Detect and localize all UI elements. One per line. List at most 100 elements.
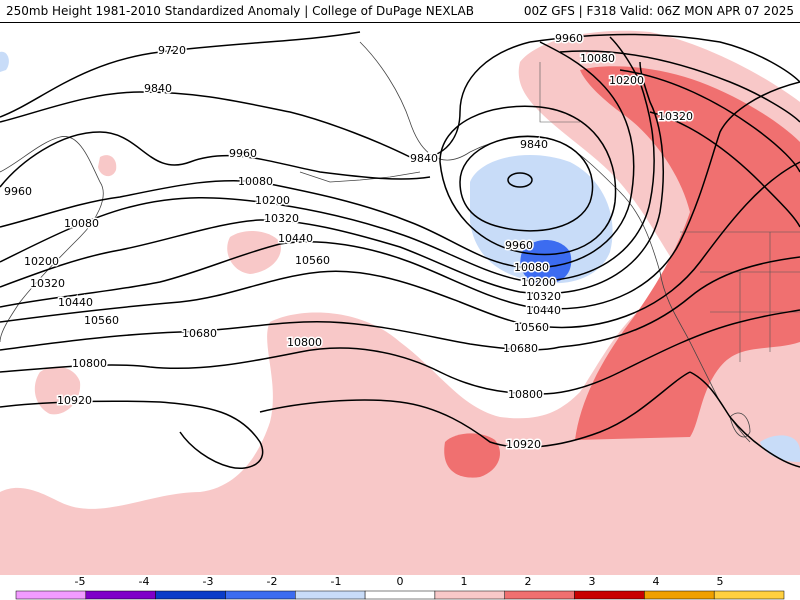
contour-label: 10080 — [238, 175, 273, 188]
pink-blob-west-3 — [98, 155, 117, 177]
colorbar-tick-label: -3 — [203, 575, 214, 588]
run-valid-time: 00Z GFS | F318 Valid: 06Z MON APR 07 202… — [523, 4, 794, 18]
baja-coastline — [729, 412, 751, 438]
contour-label: 10920 — [57, 394, 92, 407]
contour-10800-west — [0, 347, 621, 395]
contour-label: 9960 — [229, 147, 257, 160]
contour-label: 9840 — [520, 138, 548, 151]
contour-10920-east — [259, 371, 691, 448]
canada-border — [539, 62, 580, 123]
colorbar-segment — [504, 590, 575, 600]
contour-10080-east — [519, 41, 635, 269]
contour-label: 10080 — [64, 217, 99, 230]
contour-label: 10200 — [521, 276, 556, 289]
colorbar-segment — [225, 590, 296, 600]
contour-9960-ne — [529, 33, 800, 83]
positive-anomaly-region-south — [0, 269, 800, 575]
strong-negative-anomaly — [520, 240, 572, 284]
anomaly-shading — [0, 30, 800, 575]
blue-blob-east — [760, 435, 800, 462]
colorbar-tick-label: -2 — [267, 575, 278, 588]
alaska-coastline — [359, 41, 661, 273]
colorbar-segment — [434, 590, 505, 600]
contour-label: 10200 — [609, 74, 644, 87]
contour-label: 10200 — [255, 194, 290, 207]
pink-blob-west-1 — [227, 230, 281, 274]
colorbar-segment — [295, 590, 366, 600]
colorbar-tick-label: -1 — [331, 575, 342, 588]
contour-label: 10440 — [278, 232, 313, 245]
colorbar-tick-label: 4 — [653, 575, 660, 588]
contour-label: 9960 — [4, 185, 32, 198]
contour-10080-west — [0, 179, 521, 268]
contour-label: 10200 — [24, 255, 59, 268]
contour-10080-ne — [559, 50, 800, 123]
contour-label: 10680 — [182, 327, 217, 340]
contour-10320-ne — [649, 111, 800, 228]
contour-10680-east — [559, 256, 800, 348]
contour-9960-west — [0, 131, 431, 188]
contour-10560-east — [529, 161, 800, 329]
contour-label: 10080 — [580, 52, 615, 65]
contour-label: 9840 — [144, 82, 172, 95]
colorbar-tick-label: 0 — [397, 575, 404, 588]
contour-9960-low — [439, 105, 617, 256]
colorbar-tick-label: 5 — [717, 575, 724, 588]
contour-label: 10440 — [526, 304, 561, 317]
pink-blob-west-2 — [34, 366, 81, 415]
contour-label: 10320 — [30, 277, 65, 290]
contour-label: 10560 — [295, 254, 330, 267]
colorbar-segment — [644, 590, 715, 600]
contour-label: 10560 — [84, 314, 119, 327]
contour-10920-east2 — [689, 371, 800, 468]
contour-label: 9720 — [158, 44, 186, 57]
contour-10320-west — [0, 219, 521, 293]
contour-10680-west — [0, 320, 561, 351]
contour-label: 10320 — [658, 110, 693, 123]
colorbar-tick-label: 1 — [461, 575, 468, 588]
height-contours — [0, 31, 800, 469]
asia-coastline — [0, 136, 104, 343]
hawaii-positive-anomaly — [444, 433, 500, 478]
contour-label: 10800 — [287, 336, 322, 349]
title-bar: 250mb Height 1981-2010 Standardized Anom… — [0, 0, 800, 23]
colorbar-tick-label: -5 — [75, 575, 86, 588]
contour-10320-east — [519, 61, 665, 295]
colorbar-segment — [574, 590, 645, 600]
blue-blob-west — [0, 51, 9, 72]
colorbar-segment — [15, 590, 87, 600]
contour-10920-west — [0, 400, 264, 469]
colorbar-tick-label: -4 — [139, 575, 150, 588]
contour-10440-east — [529, 81, 800, 310]
contour-label: 9840 — [410, 152, 438, 165]
contour-label: 10560 — [514, 321, 549, 334]
contour-10200-west — [0, 197, 521, 281]
contour-label: 10800 — [508, 388, 543, 401]
height-anomaly-map: 9720 9840 9960 9960 10080 10080 10200 10… — [0, 30, 800, 575]
contour-10560-west — [0, 270, 531, 326]
contour-10800-east — [619, 309, 800, 373]
contour-labels: 9720 9840 9960 9960 10080 10080 10200 10… — [3, 31, 695, 453]
contour-label: 10440 — [58, 296, 93, 309]
strong-positive-anomaly-band — [575, 66, 800, 441]
contour-label: 10080 — [514, 261, 549, 274]
contour-10200-east — [519, 36, 655, 282]
colorbar-segments — [15, 590, 785, 600]
low-center-contour — [507, 172, 533, 188]
colorbar-segment — [713, 590, 785, 600]
contour-label: 10800 — [72, 357, 107, 370]
contour-9720 — [0, 31, 361, 118]
contour-10440-west — [0, 241, 531, 308]
colorbar-segment — [155, 590, 226, 600]
colorbar-tick-labels: -5 -4 -3 -2 -1 0 1 2 3 4 5 — [75, 575, 724, 588]
contour-label: 10920 — [506, 438, 541, 451]
colorbar-segment — [364, 590, 436, 600]
colorbar-segment — [85, 590, 156, 600]
anomaly-colorbar: -5 -4 -3 -2 -1 0 1 2 3 4 5 — [0, 575, 800, 600]
contour-10200-ne — [619, 69, 800, 173]
contour-label: 10680 — [503, 342, 538, 355]
contour-9840-low — [459, 135, 594, 232]
aleutian-islands — [299, 171, 421, 183]
contour-9840-west — [0, 41, 531, 159]
contour-label: 10320 — [264, 212, 299, 225]
